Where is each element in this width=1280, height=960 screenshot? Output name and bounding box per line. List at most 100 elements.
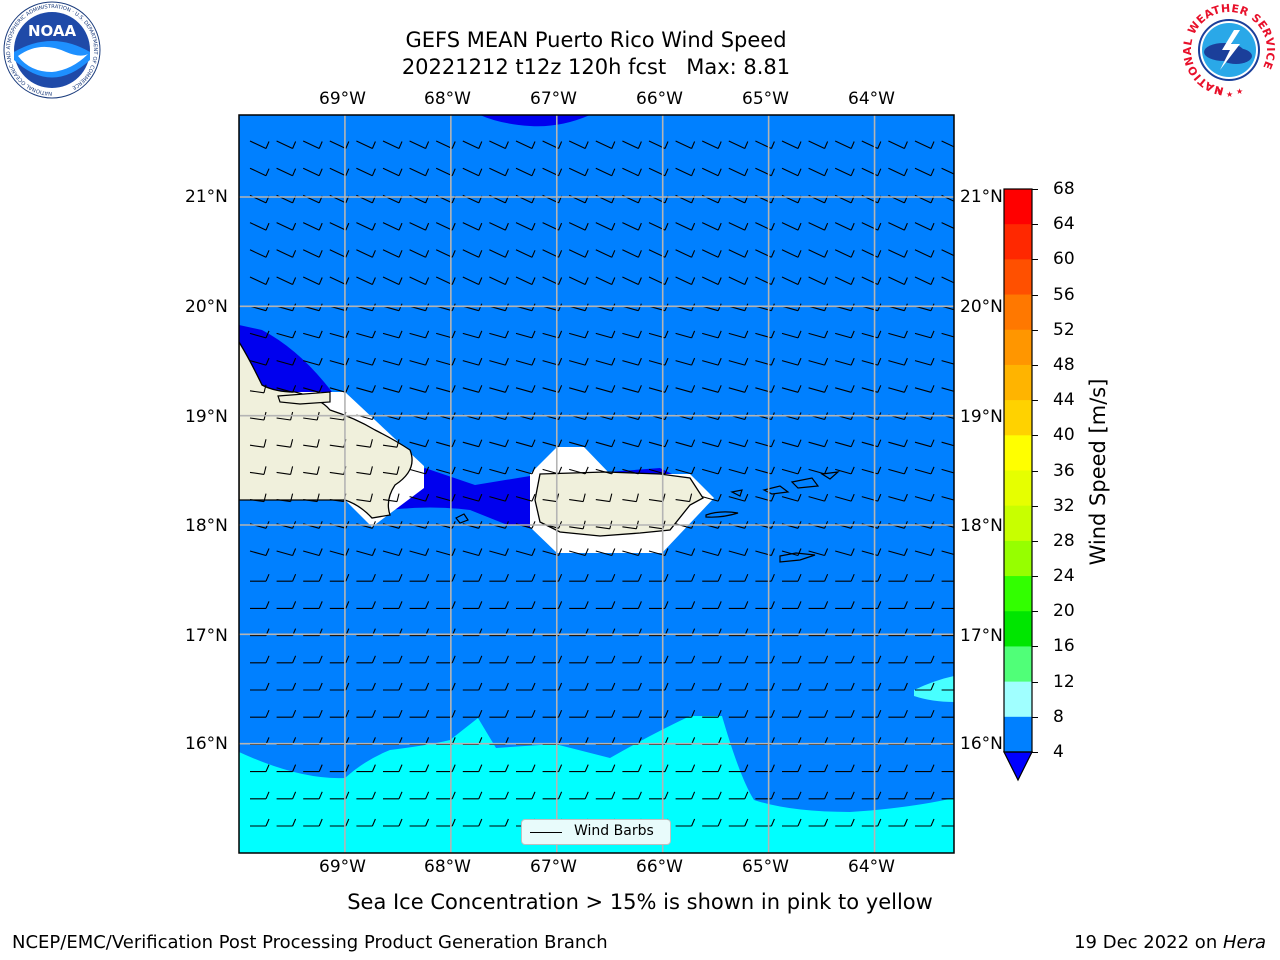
wind-barb [302, 276, 323, 285]
wind-barb [569, 330, 589, 339]
wind-barb [941, 496, 954, 501]
colorbar-segment [1004, 329, 1032, 366]
wind-barb [914, 357, 935, 366]
wind-barb [515, 249, 536, 258]
wind-barb [781, 493, 802, 502]
wind-barb [675, 140, 696, 149]
wind-barb [382, 385, 403, 393]
wind-barb [835, 655, 855, 664]
wind-barb [622, 330, 642, 339]
wind-barb [622, 466, 642, 475]
wind-barb [622, 764, 642, 773]
legend-label: Wind Barbs [574, 823, 654, 839]
wind-barb [329, 357, 350, 366]
wind-barb [276, 276, 297, 285]
wind-barb [356, 764, 376, 773]
wind-barb [356, 682, 376, 691]
wind-barb [888, 385, 908, 393]
colorbar-tick-label: 44 [1053, 390, 1075, 411]
wind-barb [409, 764, 430, 773]
wind-barb [436, 357, 456, 366]
wind-barb [702, 818, 722, 827]
wind-barb [329, 791, 350, 800]
wind-barb [462, 493, 483, 502]
wind-barb [808, 601, 829, 609]
wind-barb [781, 140, 802, 149]
wind-barb [515, 493, 536, 502]
wind-barb [462, 330, 483, 339]
wind-barb [782, 791, 802, 800]
wind-barb [675, 682, 696, 691]
wind-barb [489, 655, 509, 664]
wind-barb [303, 330, 323, 339]
wind-barb [835, 682, 855, 691]
wind-barb [383, 682, 403, 691]
wind-barb [914, 385, 935, 393]
wind-barb [249, 357, 270, 366]
wind-barb [675, 222, 696, 231]
wind-barb [782, 573, 802, 582]
colorbar-tick-label: 16 [1053, 636, 1075, 657]
wind-barb [436, 764, 456, 773]
wind-barb [781, 276, 802, 285]
wind-barb [914, 330, 935, 339]
wind-barb [249, 222, 270, 231]
wind-barb [622, 222, 642, 231]
colorbar-tick-label: 24 [1053, 566, 1075, 587]
wind-barb [489, 818, 509, 827]
wind-barb [383, 601, 403, 609]
wind-barb [888, 548, 908, 557]
colorbar-tick-mark [1032, 752, 1038, 753]
wind-barb [595, 764, 616, 773]
wind-barb [462, 167, 483, 177]
lat-label-left-16n: 16°N [185, 734, 228, 754]
colorbar-segment [1004, 470, 1032, 507]
wind-barb [409, 385, 430, 393]
wind-barb [808, 439, 829, 448]
wind-barb [781, 249, 802, 258]
wind-barb [276, 385, 297, 393]
wind-barb [941, 360, 954, 365]
wind-barb [781, 167, 802, 177]
colorbar-segment [1004, 294, 1032, 331]
wind-barb [436, 466, 456, 475]
wind-barb [888, 357, 908, 366]
wind-barb [728, 709, 749, 718]
wind-barb [728, 601, 749, 609]
wind-barb [728, 466, 749, 475]
wind-barb [595, 791, 616, 800]
wind-barb [941, 276, 954, 284]
wind-barb [515, 357, 536, 366]
wind-barb [888, 249, 908, 258]
wind-barb [675, 764, 696, 773]
colorbar-segment [1004, 505, 1032, 542]
wind-barb [941, 387, 954, 392]
wind-barb [409, 249, 430, 258]
island-mona [455, 513, 469, 524]
wind-barb [462, 682, 483, 691]
wind-barb [489, 357, 509, 366]
wind-barb [542, 385, 563, 393]
wind-barb [595, 439, 616, 448]
wind-barb [808, 167, 829, 177]
wind-barb [941, 607, 954, 609]
wind-barb [356, 791, 376, 800]
wind-barb [303, 466, 320, 475]
wind-barb [489, 791, 509, 800]
lon-label-bottom-66w: 66°W [636, 857, 683, 877]
wind-barb [569, 709, 589, 718]
lat-label-right-21n: 21°N [960, 187, 1003, 207]
wind-barb [329, 249, 350, 258]
wind-barb [356, 276, 376, 285]
colorbar-tick-label: 56 [1053, 284, 1075, 305]
wind-barb [462, 276, 483, 285]
wind-barb [250, 709, 270, 718]
wind-barb [569, 439, 589, 448]
wind-barb [675, 601, 696, 609]
lat-label-left-18n: 18°N [185, 516, 228, 536]
wind-barb [595, 493, 613, 503]
colorbar-tick-label: 68 [1053, 179, 1075, 199]
wind-barb [808, 276, 829, 285]
colorbar-tick-mark [1032, 435, 1038, 437]
colorbar-tick-mark [1032, 329, 1038, 331]
